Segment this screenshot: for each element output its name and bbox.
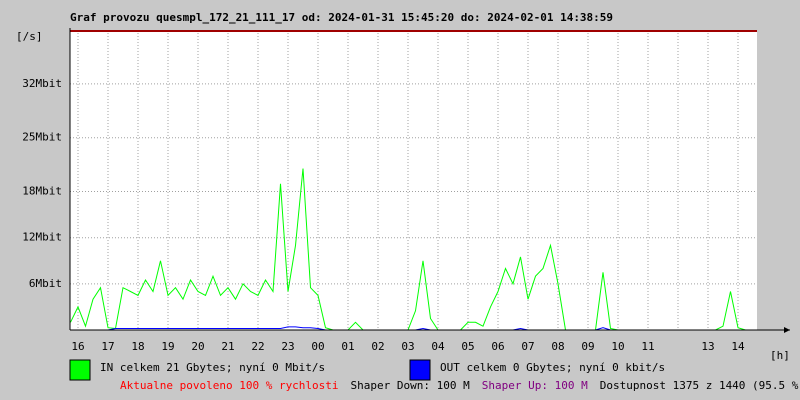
chart-title: Graf provozu quesmpl_172_21_111_17 od: 2… [70,11,613,24]
x-tick-label: 05 [461,340,474,353]
plot-area [70,30,757,330]
y-tick-label: 18Mbit [22,185,62,198]
y-tick-label: 32Mbit [22,77,62,90]
x-tick-label: 03 [401,340,414,353]
y-tick-label: 6Mbit [29,277,62,290]
annotation: Dostupnost 1375 z 1440 (95.5 %) [600,379,800,392]
x-tick-label: 01 [341,340,354,353]
y-tick-label: 12Mbit [22,231,62,244]
y-tick-label: 25Mbit [22,131,62,144]
y-axis-label: [/s] [16,30,43,43]
x-tick-label: 13 [701,340,714,353]
x-tick-label: 10 [611,340,624,353]
x-tick-label: 23 [281,340,294,353]
x-axis-arrow [784,327,790,333]
x-tick-label: 06 [491,340,504,353]
x-tick-label: 21 [221,340,234,353]
x-tick-label: 20 [191,340,204,353]
legend-label: IN celkem 21 Gbytes; nyní 0 Mbit/s [100,361,325,374]
x-tick-label: 18 [131,340,144,353]
x-tick-label: 08 [551,340,564,353]
x-tick-label: 22 [251,340,264,353]
x-tick-label: 16 [71,340,84,353]
legend-swatch [409,359,431,381]
legend-swatch [69,359,91,381]
x-tick-label: 07 [521,340,534,353]
x-tick-label: 14 [731,340,745,353]
annotation: Aktualne povoleno 100 % rychlosti [120,379,339,392]
x-tick-label: 19 [161,340,174,353]
x-tick-label: 11 [641,340,654,353]
x-tick-label: 02 [371,340,384,353]
x-tick-label: 09 [581,340,594,353]
x-axis-label: [h] [770,349,790,362]
x-tick-label: 00 [311,340,324,353]
x-tick-label: 17 [101,340,114,353]
legend-label: OUT celkem 0 Gbytes; nyní 0 kbit/s [440,361,665,374]
x-tick-label: 04 [431,340,445,353]
annotation: Shaper Down: 100 M [351,379,471,392]
annotation: Shaper Up: 100 M [482,379,588,392]
